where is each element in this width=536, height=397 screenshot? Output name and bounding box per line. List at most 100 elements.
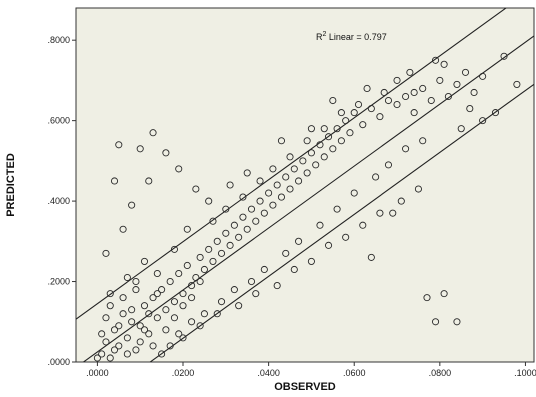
data-point [226,181,234,189]
data-point [209,257,217,265]
data-point [303,137,311,145]
data-point [316,221,324,229]
data-point [393,100,401,109]
data-point [145,177,153,185]
data-point [110,346,119,354]
data-point [479,72,487,80]
data-point [166,342,174,350]
data-point [110,326,119,334]
data-point [295,237,303,245]
data-point [500,52,508,60]
data-point [175,269,183,278]
data-point [132,277,140,286]
data-point [457,125,465,133]
data-point [282,249,290,257]
data-point [170,314,178,322]
data-point [222,205,230,213]
data-point [102,338,110,346]
data-point [414,185,422,193]
data-point [423,294,431,302]
data-point [440,60,448,68]
data-point [354,100,363,109]
x-axis-title: OBSERVED [274,381,336,393]
data-point [367,253,375,261]
fit-line [82,35,534,362]
data-point [380,88,388,97]
data-point [217,249,226,257]
data-point [444,92,452,101]
data-point [277,137,286,145]
data-point [247,205,256,213]
data-point [136,338,144,346]
data-point [324,241,333,249]
data-point [140,257,149,265]
data-point [123,334,131,342]
data-point [432,56,440,64]
r-squared-annotation: R2 Linear = 0.797 [316,31,387,42]
data-point [162,326,170,334]
data-point [359,121,367,129]
data-point [307,125,315,133]
data-point [440,290,448,298]
data-point [222,229,230,237]
data-point [333,205,341,213]
data-point [196,322,204,330]
data-point [436,76,444,84]
data-point [196,277,204,286]
data-point [312,161,320,169]
data-point [119,310,127,318]
data-point [269,165,277,173]
data-point [196,253,204,261]
data-point [402,145,410,153]
data-point [226,241,234,249]
data-point [432,318,440,326]
data-point [149,129,157,137]
data-point [183,261,191,270]
data-point [170,245,178,253]
data-point [102,249,110,257]
data-point [470,88,478,97]
data-point [153,269,161,278]
data-point [384,96,393,105]
data-point [179,334,187,342]
data-point [410,109,418,117]
data-point [466,105,474,113]
data-point [209,217,217,225]
data-point [110,177,119,185]
data-point [115,342,123,350]
data-point [277,193,286,201]
x-tick-label: .0200 [172,368,195,378]
data-point [265,189,273,197]
x-tick-label: .0000 [86,368,109,378]
data-point [98,350,106,358]
data-point [175,330,183,338]
data-point [397,197,405,205]
data-point [239,193,247,201]
data-point [115,322,123,330]
data-point [329,96,337,105]
data-point [179,290,187,298]
x-tick-label: .0400 [257,368,280,378]
data-point [372,173,380,181]
y-tick-label: .0000 [47,357,70,367]
data-point [290,165,298,173]
data-point [243,225,251,233]
data-point [230,286,238,294]
data-point [188,294,196,302]
data-point [136,145,144,153]
data-point [140,326,149,334]
data-point [320,125,328,133]
y-axis-title: PREDICTED [5,153,17,217]
data-point [235,233,243,241]
data-point [333,125,341,133]
data-point [393,76,401,84]
data-point [243,169,251,177]
data-point [329,145,337,153]
data-point [98,330,106,338]
data-point [513,80,521,88]
data-point [239,213,247,221]
data-point [119,225,127,233]
fit-line-upper [76,8,507,320]
x-axis: .0000 .0200 .0400 .0600 .0800 .1000 [86,362,536,378]
